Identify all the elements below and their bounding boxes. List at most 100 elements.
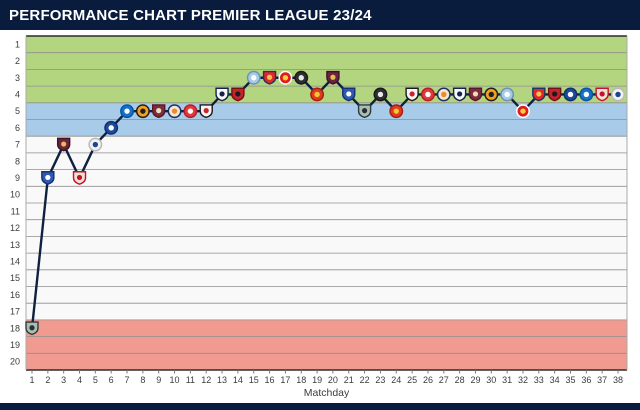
x-tick-label: 8: [140, 375, 145, 385]
x-tick-label: 19: [312, 375, 322, 385]
x-tick-label: 5: [93, 375, 98, 385]
badge-man-united-icon: [310, 87, 325, 102]
x-tick-label: 12: [201, 375, 211, 385]
y-tick-label: 9: [15, 173, 20, 183]
badge-man-city-icon: [246, 70, 261, 85]
x-tick-label: 34: [550, 375, 560, 385]
y-tick-label: 5: [15, 106, 20, 116]
y-tick-label: 8: [15, 156, 20, 166]
badge-nottingham-forest-icon: [183, 104, 198, 119]
page-title: PERFORMANCE CHART PREMIER LEAGUE 23/24: [9, 6, 372, 24]
badge-everton-icon: [41, 171, 55, 185]
badge-burnley-icon: [56, 137, 71, 152]
x-tick-label: 11: [186, 375, 195, 385]
badge-west-ham-icon: [152, 104, 166, 119]
badge-sheffield-united-icon: [294, 70, 309, 85]
badge-crystal-palace-icon: [611, 87, 625, 102]
badge-luton-town-icon: [436, 87, 451, 102]
badge-crystal-palace-icon: [88, 137, 103, 152]
x-tick-label: 14: [233, 375, 243, 385]
x-tick-label: 21: [344, 375, 354, 385]
x-tick-label: 29: [470, 375, 480, 385]
badge-sheffield-united-icon: [373, 87, 388, 102]
x-tick-label: 16: [265, 375, 275, 385]
x-tick-label: 23: [375, 375, 385, 385]
x-tick-label: 18: [296, 375, 306, 385]
x-tick-label: 35: [565, 375, 575, 385]
x-tick-label: 17: [280, 375, 290, 385]
x-tick-label: 37: [597, 375, 607, 385]
x-axis-title: Matchday: [304, 387, 350, 399]
x-tick-label: 6: [109, 375, 114, 385]
x-tick-label: 36: [581, 375, 591, 385]
y-tick-label: 11: [11, 206, 20, 216]
y-tick-label: 1: [15, 39, 20, 49]
badge-nottingham-forest-icon: [420, 87, 435, 102]
x-tick-label: 33: [534, 375, 544, 385]
y-tick-label: 12: [10, 223, 20, 233]
badge-everton-icon: [342, 87, 356, 102]
y-tick-label: 3: [15, 73, 20, 83]
y-tick-label: 10: [10, 190, 20, 200]
badge-luton-town-icon: [167, 104, 182, 119]
x-tick-label: 2: [45, 375, 50, 385]
y-tick-label: 14: [10, 256, 20, 266]
y-tick-label: 13: [10, 240, 20, 250]
badge-wolves-icon: [135, 104, 150, 119]
zone-rows-18-20: [26, 319, 627, 370]
x-tick-label: 38: [613, 375, 623, 385]
badge-arsenal-icon: [262, 70, 277, 85]
y-tick-label: 2: [15, 56, 20, 66]
x-tick-label: 13: [217, 375, 227, 385]
y-tick-label: 19: [10, 340, 20, 350]
performance-chart: 1 2 3 4 5 6 7 8 9 10 11 12 13 14 15 16 17 18 19 20 1 2 3 4 5 6 7 8 9…: [0, 30, 640, 403]
y-tick-label: 6: [15, 123, 20, 133]
x-tick-label: 31: [502, 375, 512, 385]
x-tick-label: 26: [423, 375, 433, 385]
x-tick-label: 22: [360, 375, 370, 385]
y-tick-label: 18: [10, 323, 20, 333]
badge-brighton-icon: [120, 104, 134, 119]
badge-newcastle-united-icon: [25, 321, 39, 336]
badge-chelsea-icon: [563, 87, 578, 102]
badge-newcastle-united-icon: [357, 104, 372, 119]
badge-west-ham-icon: [468, 87, 483, 102]
badge-tottenham-icon: [215, 87, 229, 102]
zone-rows-7-17: [26, 136, 627, 320]
badge-fulham-icon: [199, 104, 213, 119]
badge-man-united-icon: [389, 104, 404, 119]
y-tick-label: 20: [10, 357, 20, 367]
x-tick-label: 25: [407, 375, 417, 385]
x-tick-label: 30: [486, 375, 496, 385]
x-tick-label: 4: [77, 375, 82, 385]
title-bar: PERFORMANCE CHART PREMIER LEAGUE 23/24: [0, 0, 640, 30]
badge-bournemouth-icon: [547, 87, 562, 102]
badge-liverpool-icon: [595, 87, 609, 102]
badge-burnley-icon: [326, 70, 340, 85]
y-tick-label: 4: [15, 89, 20, 99]
badge-liverpool-icon: [72, 171, 87, 185]
x-tick-label: 28: [455, 375, 465, 385]
x-tick-label: 15: [249, 375, 259, 385]
badge-fulham-icon: [405, 87, 419, 102]
badge-tottenham-icon: [452, 87, 467, 102]
x-tick-label: 27: [439, 375, 449, 385]
x-tick-label: 10: [170, 375, 180, 385]
badge-brentford-icon: [278, 70, 293, 85]
x-tick-label: 9: [156, 375, 161, 385]
badge-brighton-icon: [579, 87, 594, 102]
badge-arsenal-icon: [532, 87, 546, 102]
badge-man-city-icon: [500, 87, 515, 102]
y-tick-label: 16: [10, 290, 20, 300]
badge-bournemouth-icon: [231, 87, 245, 102]
x-tick-label: 1: [29, 375, 34, 385]
badge-wolves-icon: [484, 87, 499, 102]
badge-chelsea-icon: [104, 120, 119, 135]
x-tick-label: 20: [328, 375, 338, 385]
x-tick-label: 3: [61, 375, 66, 385]
y-tick-label: 7: [15, 140, 20, 150]
badge-brentford-icon: [516, 104, 530, 119]
y-tick-label: 17: [10, 307, 20, 317]
y-tick-label: 15: [10, 273, 20, 283]
